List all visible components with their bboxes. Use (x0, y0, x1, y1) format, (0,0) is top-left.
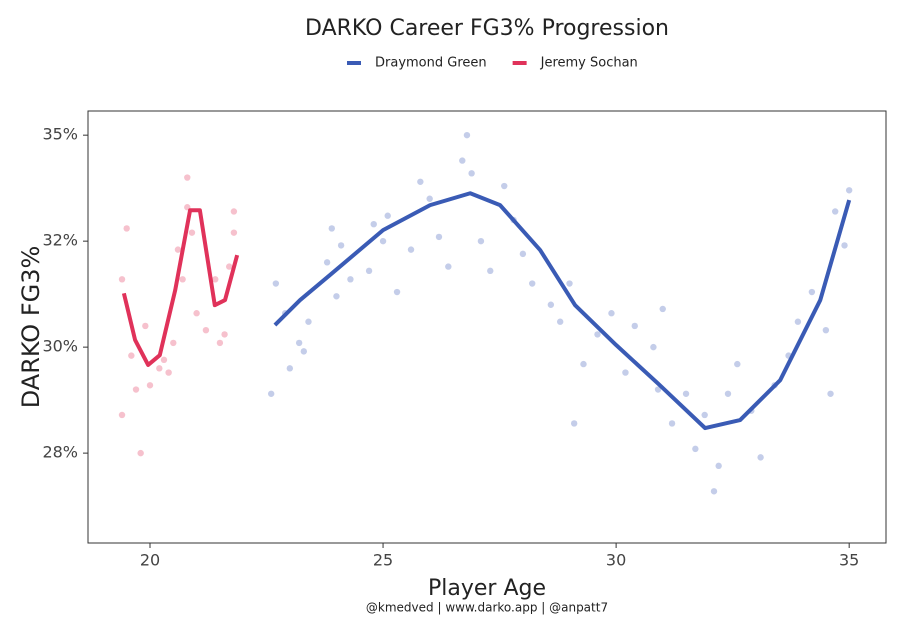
scatter-point (734, 360, 741, 368)
scatter-point (300, 348, 308, 355)
scatter-point (570, 420, 578, 427)
scatter-point (384, 212, 391, 219)
scatter-point (668, 420, 676, 427)
scatter-point (715, 462, 722, 470)
scatter-point (845, 187, 853, 194)
scatter-point (841, 242, 848, 249)
y-tick-label: 30% (42, 337, 78, 356)
scatter-point (650, 343, 657, 351)
scatter-point (165, 369, 172, 376)
scatter-point (128, 352, 135, 359)
plot-frame (87, 110, 887, 544)
scatter-point (757, 454, 764, 461)
scatter-point (365, 267, 373, 275)
scatter-point (337, 242, 345, 249)
x-tick-label: 30 (606, 551, 626, 570)
scatter-point (226, 263, 233, 270)
scatter-point (477, 237, 485, 245)
scatter-point (445, 263, 452, 270)
scatter-point (184, 174, 191, 181)
scatter-point (160, 356, 168, 364)
scatter-point (463, 131, 471, 139)
y-tick-label: 28% (42, 443, 78, 462)
scatter-point (333, 293, 340, 300)
scatter-point (221, 331, 228, 338)
scatter-point (267, 390, 275, 397)
caption: @kmedved | www.darko.app | @anpatt7 (366, 601, 608, 615)
scatter-point (123, 225, 130, 232)
scatter-point (286, 365, 294, 372)
scatter-point (529, 280, 536, 287)
scatter-point (468, 170, 475, 177)
legend-label: Jeremy Sochan (540, 56, 638, 71)
scatter-point (230, 229, 238, 236)
scatter-point (487, 267, 494, 275)
x-tick-label: 20 (140, 551, 160, 570)
scatter-point (305, 318, 312, 325)
scatter-point (188, 229, 196, 236)
scatter-point (370, 220, 377, 228)
scatter-point (132, 386, 140, 393)
scatter-point (216, 339, 224, 347)
scatter-point (724, 390, 732, 397)
scatter-point (710, 488, 718, 495)
scatter-point (580, 360, 587, 368)
scatter-point (831, 208, 839, 215)
scatter-point (230, 208, 238, 215)
scatter-point (556, 318, 564, 325)
scatter-point (659, 305, 666, 313)
smooth-line (121, 208, 240, 367)
scatter-point (347, 276, 354, 283)
scatter-point (179, 276, 186, 283)
scatter-point (701, 411, 708, 419)
scatter-point (519, 250, 527, 258)
scatter-point (808, 288, 816, 296)
scatter-point (608, 310, 615, 317)
scatter-point (459, 157, 466, 164)
x-tick-label: 25 (373, 551, 393, 570)
scatter-point (622, 369, 629, 376)
scatter-point (594, 331, 601, 338)
y-tick-label: 32% (42, 231, 78, 250)
scatter-point (501, 182, 508, 190)
scatter-point (393, 288, 401, 296)
scatter-point (137, 449, 144, 457)
scatter-point (379, 237, 387, 245)
x-tick-label: 35 (839, 551, 859, 570)
scatter-point (118, 276, 126, 283)
scatter-point (435, 233, 443, 241)
scatter-point (146, 382, 154, 389)
scatter-point (426, 195, 433, 202)
scatter-point (822, 326, 830, 334)
scatter-point (295, 339, 303, 347)
scatter-point (692, 445, 699, 453)
scatter-point (682, 390, 690, 397)
scatter-point (547, 301, 555, 308)
scatter-point (417, 178, 424, 185)
scatter-point (794, 318, 802, 325)
scatter-point (142, 322, 149, 330)
scatter-point (118, 411, 126, 419)
y-tick-label: 35% (42, 125, 78, 144)
legend-label: Draymond Green (375, 56, 487, 71)
scatter-point (407, 246, 415, 253)
scatter-point (328, 225, 335, 232)
scatter-point (156, 365, 163, 372)
scatter-point (174, 246, 182, 253)
scatter-point (631, 322, 638, 330)
scatter-point (170, 339, 177, 347)
scatter-point (323, 259, 331, 266)
scatter-point (202, 326, 210, 334)
chart-title: DARKO Career FG3% Progression (305, 16, 669, 41)
smooth-line (273, 191, 852, 431)
scatter-point (193, 310, 200, 317)
x-axis-title: Player Age (428, 576, 546, 601)
scatter-point (566, 280, 573, 287)
y-axis-title: DARKO FG3% (17, 246, 45, 409)
scatter-point (827, 390, 834, 397)
scatter-point (272, 280, 280, 287)
scatter-point (212, 276, 219, 283)
scatter-point (654, 386, 662, 393)
